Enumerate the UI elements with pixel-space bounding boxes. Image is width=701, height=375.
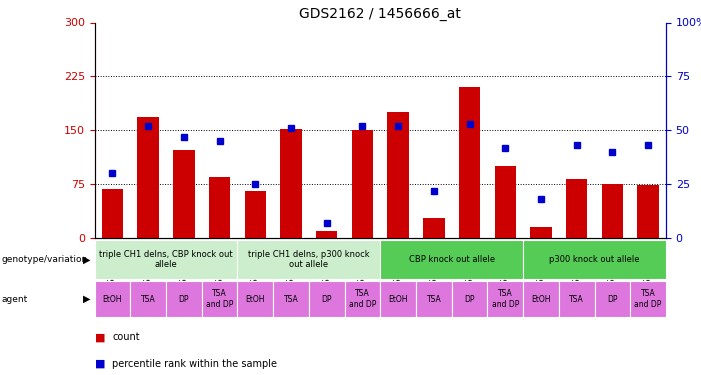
Bar: [380, 281, 416, 317]
Bar: [280, 129, 301, 238]
Text: genotype/variation: genotype/variation: [1, 255, 88, 264]
Text: TSA
and DP: TSA and DP: [491, 290, 519, 309]
Bar: [202, 281, 238, 317]
Text: DP: DP: [607, 295, 618, 304]
Bar: [137, 117, 159, 238]
Text: TSA
and DP: TSA and DP: [634, 290, 662, 309]
Text: ▶: ▶: [83, 294, 90, 304]
Text: agent: agent: [1, 295, 27, 304]
Bar: [601, 183, 623, 238]
Bar: [95, 240, 238, 279]
Bar: [637, 185, 659, 238]
Bar: [238, 240, 381, 279]
Bar: [523, 240, 666, 279]
Bar: [566, 179, 587, 238]
Bar: [95, 281, 130, 317]
Text: count: count: [112, 333, 139, 342]
Text: TSA: TSA: [569, 295, 584, 304]
Text: TSA: TSA: [426, 295, 441, 304]
Bar: [423, 218, 444, 238]
Bar: [487, 281, 523, 317]
Text: DP: DP: [322, 295, 332, 304]
Bar: [352, 130, 373, 238]
Bar: [451, 281, 487, 317]
Text: p300 knock out allele: p300 knock out allele: [550, 255, 640, 264]
Text: DP: DP: [464, 295, 475, 304]
Title: GDS2162 / 1456666_at: GDS2162 / 1456666_at: [299, 8, 461, 21]
Bar: [245, 191, 266, 238]
Text: ■: ■: [95, 359, 105, 369]
Text: TSA
and DP: TSA and DP: [349, 290, 376, 309]
Text: EtOH: EtOH: [245, 295, 265, 304]
Bar: [309, 281, 345, 317]
Text: EtOH: EtOH: [388, 295, 408, 304]
Text: TSA: TSA: [284, 295, 299, 304]
Bar: [388, 112, 409, 238]
Text: triple CH1 delns, p300 knock
out allele: triple CH1 delns, p300 knock out allele: [248, 250, 369, 269]
Bar: [273, 281, 309, 317]
Bar: [102, 189, 123, 238]
Bar: [630, 281, 666, 317]
Text: DP: DP: [179, 295, 189, 304]
Bar: [530, 227, 552, 238]
Text: EtOH: EtOH: [103, 295, 122, 304]
Bar: [316, 231, 337, 238]
Bar: [130, 281, 166, 317]
Text: EtOH: EtOH: [531, 295, 551, 304]
Text: TSA: TSA: [141, 295, 156, 304]
Bar: [559, 281, 594, 317]
Bar: [173, 150, 195, 238]
Text: percentile rank within the sample: percentile rank within the sample: [112, 359, 277, 369]
Bar: [416, 281, 451, 317]
Text: TSA
and DP: TSA and DP: [206, 290, 233, 309]
Bar: [459, 87, 480, 238]
Bar: [238, 281, 273, 317]
Text: CBP knock out allele: CBP knock out allele: [409, 255, 495, 264]
Text: ▶: ▶: [83, 255, 90, 265]
Bar: [209, 177, 231, 238]
Bar: [594, 281, 630, 317]
Text: ■: ■: [95, 333, 105, 342]
Bar: [494, 166, 516, 238]
Text: triple CH1 delns, CBP knock out
allele: triple CH1 delns, CBP knock out allele: [100, 250, 233, 269]
Bar: [166, 281, 202, 317]
Bar: [523, 281, 559, 317]
Bar: [345, 281, 380, 317]
Bar: [380, 240, 523, 279]
